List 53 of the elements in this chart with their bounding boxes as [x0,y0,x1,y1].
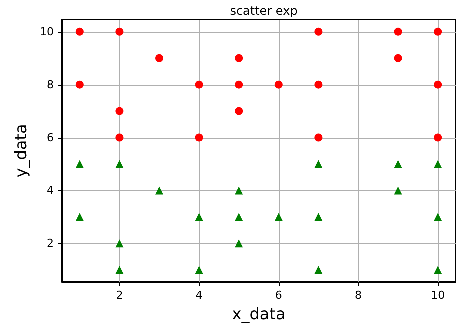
y-tick-label: 4 [47,184,54,198]
point [116,266,124,274]
point [314,134,323,142]
point [235,107,244,116]
point [394,186,402,195]
y-tick-label: 2 [47,237,54,250]
point [314,80,323,89]
point [274,80,283,89]
point [434,28,442,36]
point [195,134,204,142]
point [434,134,442,142]
point [116,160,124,168]
point [434,160,442,168]
point [235,240,244,248]
point [195,213,204,222]
point [314,266,323,274]
point [314,28,323,36]
point [274,213,283,222]
point [116,28,124,36]
point [394,54,402,62]
point [434,213,442,222]
point [235,186,244,195]
point [195,266,204,274]
point [76,213,84,222]
point [116,240,124,248]
x-tick-label: 2 [116,289,124,302]
point [76,28,84,36]
y-tick-label: 8 [47,78,54,92]
y-tick-label: 6 [47,131,54,144]
x-axis-title: x_data [232,304,286,324]
point [76,80,84,89]
point [116,134,124,142]
x-tick-label: 8 [354,289,362,302]
point [235,213,244,222]
point [235,80,244,89]
x-tick-label: 10 [431,289,446,302]
point [314,160,323,168]
point [76,160,84,168]
point [235,54,244,62]
point [394,28,402,36]
point [156,54,164,62]
point [434,266,442,274]
chart-title: scatter exp [230,4,298,18]
point [116,107,124,116]
y-axis-title: y_data [12,124,31,178]
x-tick-label: 6 [275,289,282,302]
point [314,213,323,222]
x-tick-label: 4 [196,289,203,302]
y-tick-label: 10 [40,25,54,38]
point [156,186,164,195]
point [434,80,442,89]
point [195,80,204,89]
point [394,160,402,168]
